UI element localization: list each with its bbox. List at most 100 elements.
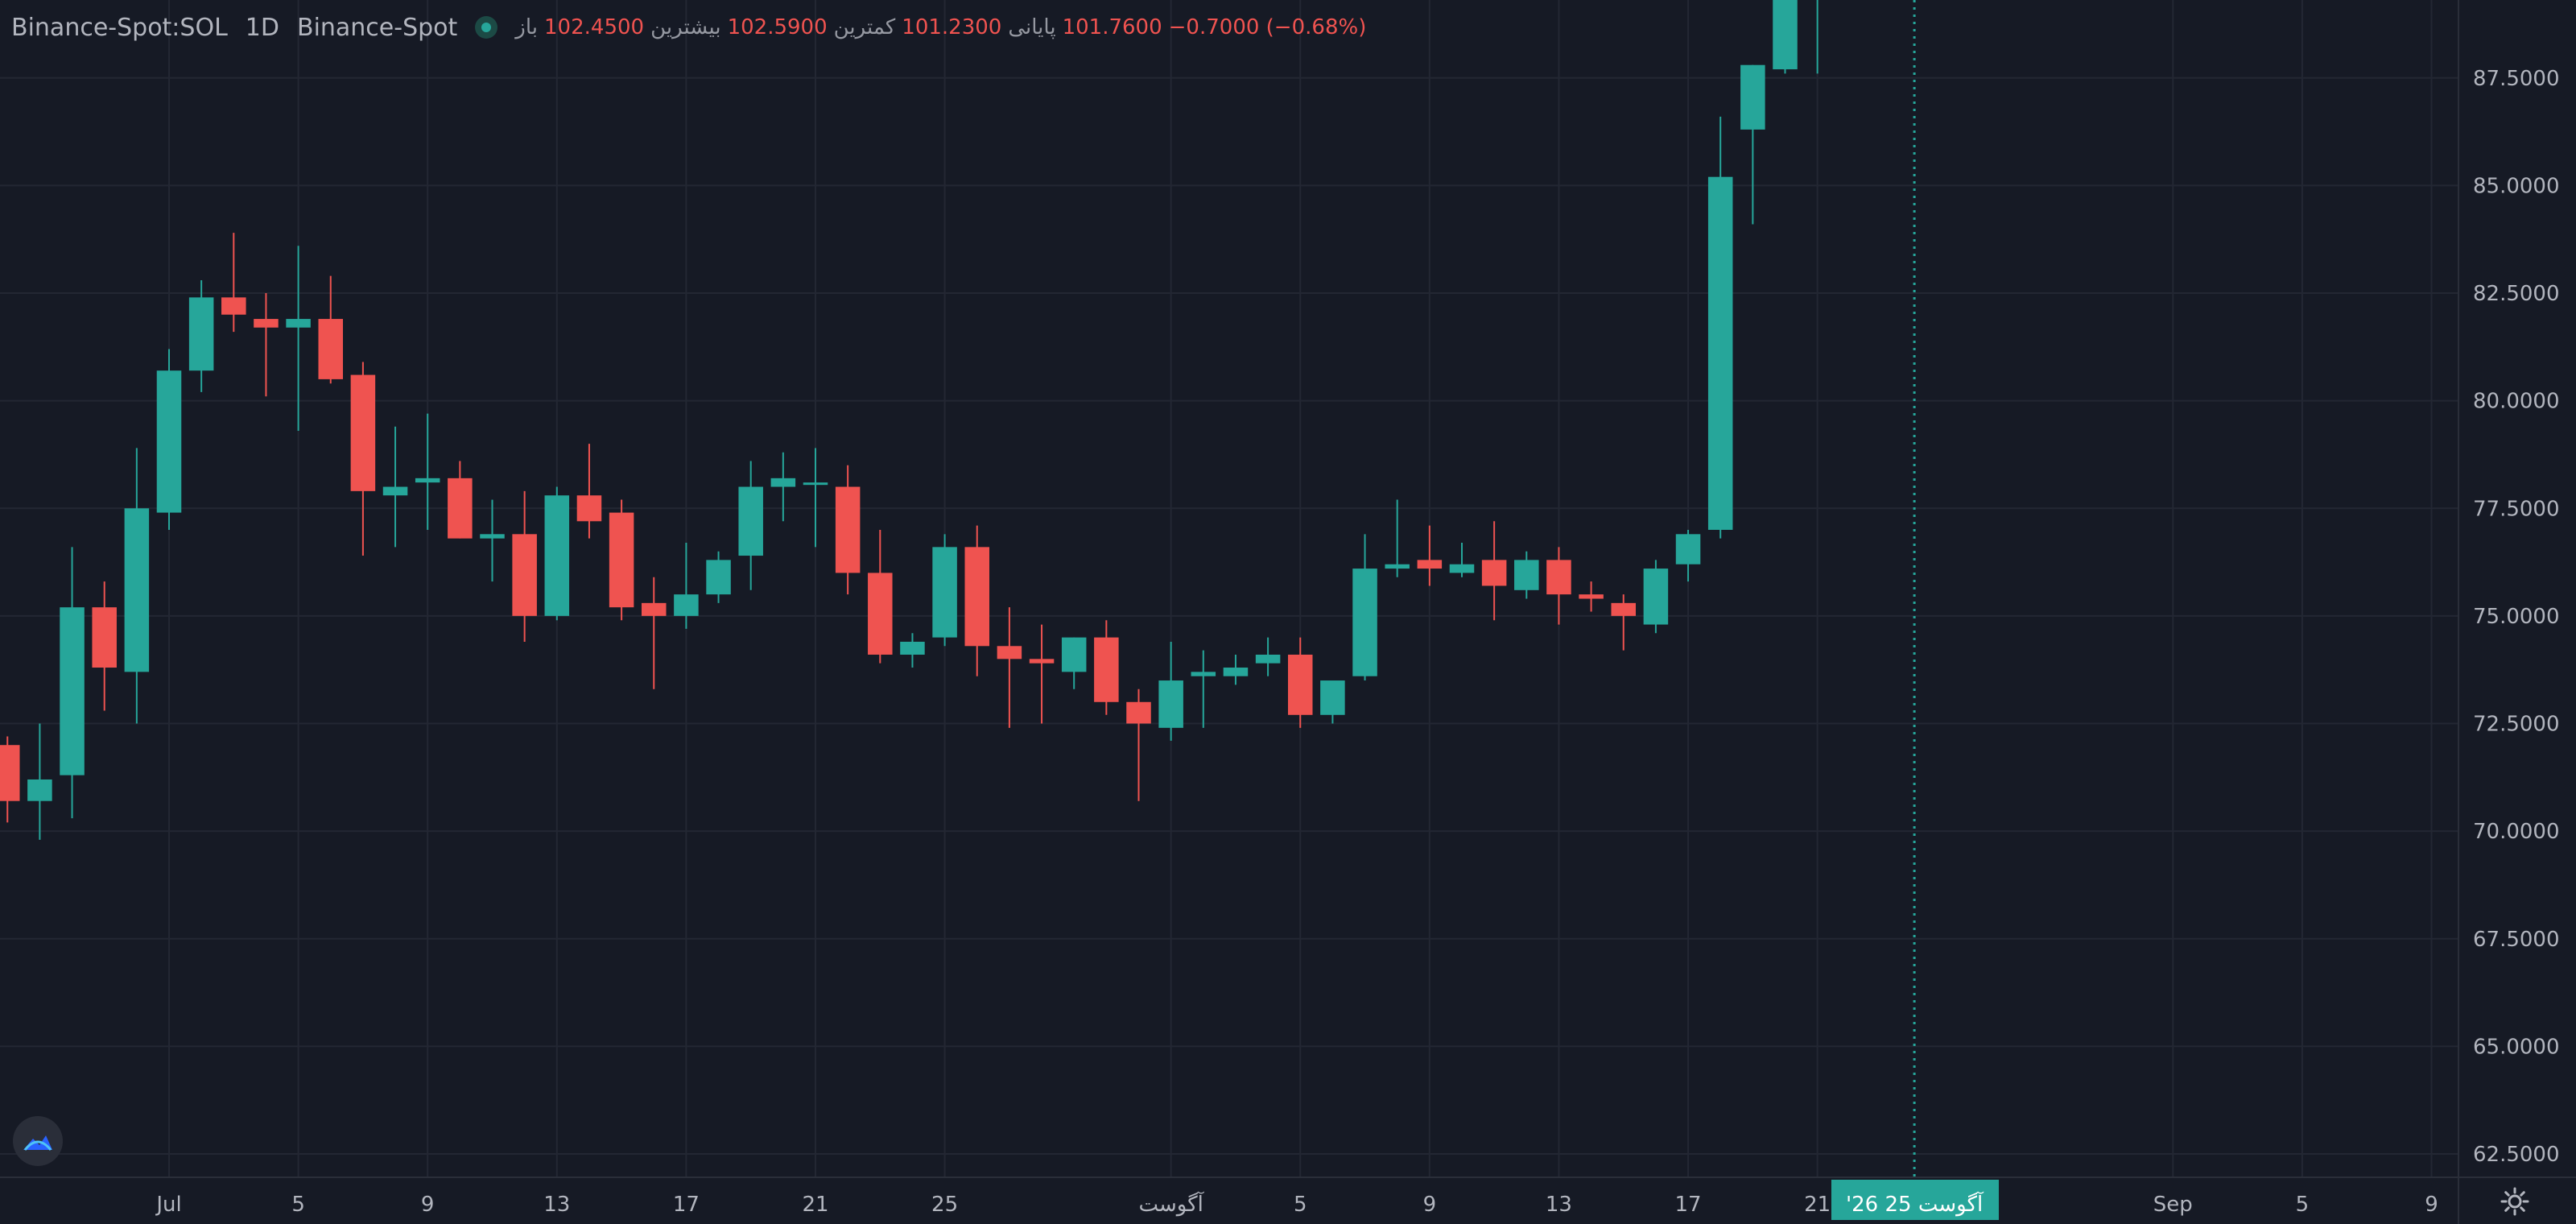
candle-body [27, 779, 52, 801]
candle [738, 461, 763, 590]
candle [124, 448, 150, 724]
x-tick-label: 13 [1546, 1193, 1572, 1217]
candle [770, 452, 796, 522]
x-tick-label: 5 [2296, 1193, 2310, 1217]
candle [1481, 521, 1507, 621]
settings-gear-icon[interactable] [2499, 1185, 2531, 1218]
candle [1643, 560, 1669, 634]
candle [480, 499, 505, 582]
candle [1385, 499, 1410, 577]
candle [0, 736, 20, 823]
candle-body [1029, 659, 1055, 664]
candle-body [1223, 668, 1249, 676]
candle-body [1740, 64, 1765, 130]
y-tick-label: 77.5000 [2473, 497, 2560, 521]
candle-body [964, 547, 990, 647]
candle [188, 279, 214, 392]
candle [512, 490, 537, 642]
open-label: باز [515, 15, 539, 39]
candle [60, 547, 85, 819]
low-label: کمترین [833, 15, 896, 39]
candle-body [124, 508, 150, 672]
candle-body [1320, 680, 1345, 715]
candle-body [1481, 560, 1507, 586]
candle [900, 633, 925, 668]
candle [1773, 0, 1798, 74]
x-tick-label: 17 [673, 1193, 700, 1217]
candle-body [0, 745, 20, 801]
x-tick-label: 21 [1804, 1193, 1831, 1217]
candle-body [576, 495, 602, 522]
candle-body [803, 482, 828, 486]
candle-body [286, 319, 311, 328]
x-tick-label: 9 [1423, 1193, 1437, 1217]
candle-body [1643, 569, 1669, 625]
candle [1158, 641, 1183, 741]
brand-logo-icon[interactable] [13, 1116, 63, 1166]
x-tick-label: 9 [421, 1193, 435, 1217]
candle [1126, 688, 1151, 801]
candle [1675, 529, 1701, 582]
x-tick-label: آگوست [1138, 1191, 1204, 1217]
candle-body [1449, 564, 1475, 573]
candle-body [318, 319, 344, 379]
y-tick-label: 67.5000 [2473, 928, 2560, 952]
candle [1611, 594, 1637, 651]
change-value: −0.7000 (−0.68%) [1168, 15, 1367, 39]
y-tick-label: 85.0000 [2473, 174, 2560, 198]
x-tick-label: 21 [802, 1193, 828, 1217]
candle-body [415, 478, 440, 483]
candle-body [188, 297, 214, 371]
x-tick-label: Sep [2153, 1193, 2193, 1217]
candle [1094, 620, 1119, 715]
candle-body [1191, 672, 1216, 676]
candle [1514, 551, 1539, 599]
candle-body [674, 594, 699, 616]
candle [286, 246, 311, 432]
y-tick-label: 72.5000 [2473, 713, 2560, 737]
candle-body [997, 646, 1022, 660]
chart-header: Binance-Spot:SOL 1D Binance-Spot باز 102… [11, 10, 1366, 45]
candle [1287, 637, 1313, 728]
candle [932, 534, 957, 647]
candle [1191, 650, 1216, 728]
candle-body [1611, 602, 1637, 616]
candle-body [770, 478, 796, 487]
interval-label[interactable]: 1D [245, 13, 279, 42]
x-tick-label: 9 [2425, 1193, 2438, 1217]
y-tick-label: 70.0000 [2473, 820, 2560, 844]
candle [803, 448, 828, 548]
candle-body [1287, 654, 1313, 715]
candle-body [221, 297, 246, 315]
x-tick-label: 5 [291, 1193, 305, 1217]
candle [1223, 654, 1249, 685]
x-tick-label: Jul [155, 1193, 181, 1217]
candle-body [1126, 701, 1151, 724]
candle-body [1546, 560, 1571, 595]
market-status-icon [475, 16, 498, 39]
y-tick-label: 80.0000 [2473, 390, 2560, 414]
crosshair-date-label: '26 آگوست 25 [1846, 1191, 1984, 1217]
chart-overlay: Market Structure Shift (تغییر ساختار باز… [1831, 0, 1999, 1220]
candle [1546, 547, 1571, 625]
open-value: 102.4500 [544, 15, 645, 39]
candle-body [641, 602, 667, 616]
candle-body [1158, 680, 1183, 728]
candle-body [544, 495, 570, 616]
candle-body [382, 486, 408, 496]
candle-body [868, 573, 893, 655]
y-tick-label: 82.5000 [2473, 282, 2560, 306]
candle [27, 723, 52, 840]
x-tick-label: 13 [543, 1193, 570, 1217]
candle [382, 426, 408, 548]
candle-body [1385, 564, 1410, 569]
candle [92, 581, 117, 711]
symbol-name[interactable]: Binance-Spot:SOL [11, 13, 228, 42]
y-tick-label: 62.5000 [2473, 1143, 2560, 1167]
candle [609, 499, 634, 621]
candle [1255, 637, 1281, 676]
candle-body [1094, 637, 1119, 702]
